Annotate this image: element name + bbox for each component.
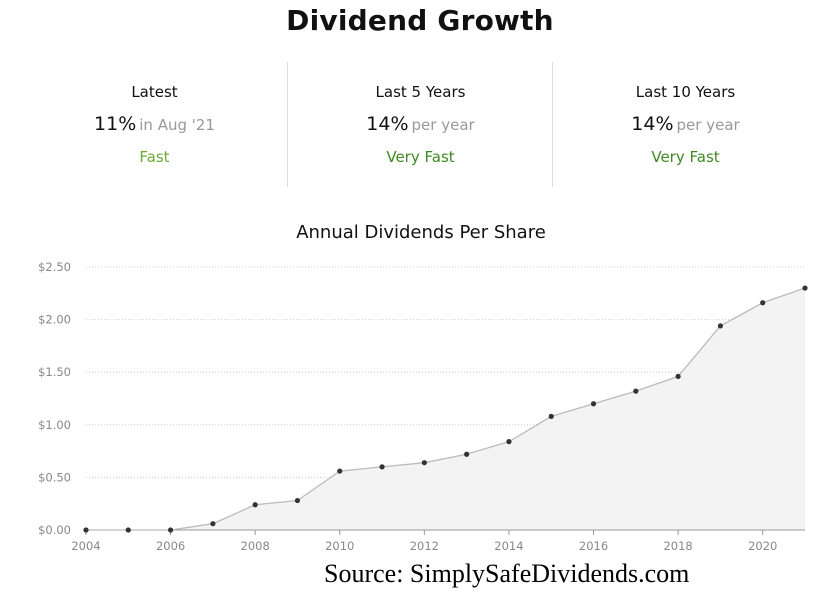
data-point (590, 401, 597, 407)
data-point (760, 300, 766, 306)
stat-label: Latest (131, 83, 178, 101)
data-point (167, 527, 174, 533)
stat-latest: Latest 11% in Aug '21 Fast (22, 62, 287, 187)
data-point (83, 527, 89, 533)
data-point (421, 460, 427, 466)
x-tick-labels: 2004 2006 2008 2010 2012 2014 2016 2018 2020 (71, 539, 777, 553)
data-point (506, 439, 512, 445)
x-tick-label: 2018 (663, 539, 692, 553)
x-tick-label: 2014 (494, 539, 523, 553)
data-point (379, 464, 385, 470)
stat-last-10-years: Last 10 Years 14% per year Very Fast (552, 62, 818, 187)
series-line (86, 287, 806, 531)
page-title: Dividend Growth (286, 4, 554, 37)
dividend-growth-stats: Latest 11% in Aug '21 Fast Last 5 Years 1… (22, 62, 817, 187)
data-point (548, 413, 554, 419)
source-credit: Source: SimplySafeDividends.com (324, 559, 690, 588)
stat-value: 14% (631, 113, 674, 135)
y-tick-label: $2.50 (38, 260, 71, 274)
stat-label: Last 5 Years (375, 83, 466, 101)
stat-unit: in Aug '21 (139, 116, 215, 134)
stat-unit: per year (411, 116, 475, 134)
data-point (125, 527, 131, 533)
y-tick-labels: $0.00 $0.50 $1.00 $1.50 $2.00 $2.50 (38, 260, 71, 537)
dividends-chart: Annual Dividends Per Share $0.00 $0.50 $1.… (38, 222, 808, 553)
data-point (802, 285, 808, 291)
x-tick-label: 2004 (71, 539, 100, 553)
area-fill (86, 288, 805, 530)
data-point (717, 323, 724, 329)
stat-rating: Very Fast (651, 148, 720, 166)
stat-label: Last 10 Years (635, 83, 736, 101)
stat-rating: Very Fast (386, 148, 455, 166)
x-tick-label: 2010 (325, 539, 354, 553)
area-fill-layer (86, 288, 805, 530)
data-point (294, 497, 301, 504)
x-tick-label: 2012 (410, 539, 439, 553)
chart-title: Annual Dividends Per Share (296, 222, 546, 243)
stat-unit: per year (676, 116, 740, 134)
x-tick-label: 2006 (156, 539, 185, 553)
x-tick-label: 2016 (579, 539, 608, 553)
axis-layer (85, 529, 805, 535)
y-tick-label: $1.00 (38, 418, 71, 432)
series-line-layer (86, 287, 806, 531)
x-tick-label: 2008 (241, 539, 270, 553)
data-point (337, 468, 343, 474)
y-tick-label: $1.50 (38, 365, 71, 379)
data-point (210, 521, 216, 527)
stat-last-5-years: Last 5 Years 14% per year Very Fast (287, 62, 553, 187)
stat-rating: Fast (139, 148, 170, 166)
y-tick-label: $0.00 (38, 523, 71, 537)
stat-value: 11% (94, 113, 137, 135)
y-tick-label: $2.00 (38, 313, 71, 327)
y-tick-label: $0.50 (38, 470, 71, 484)
stat-value: 14% (366, 113, 409, 135)
data-point (252, 502, 258, 508)
data-point (633, 388, 639, 394)
data-points (83, 285, 808, 533)
data-point (675, 373, 681, 380)
data-point (464, 451, 470, 457)
x-tick-label: 2020 (748, 539, 777, 553)
